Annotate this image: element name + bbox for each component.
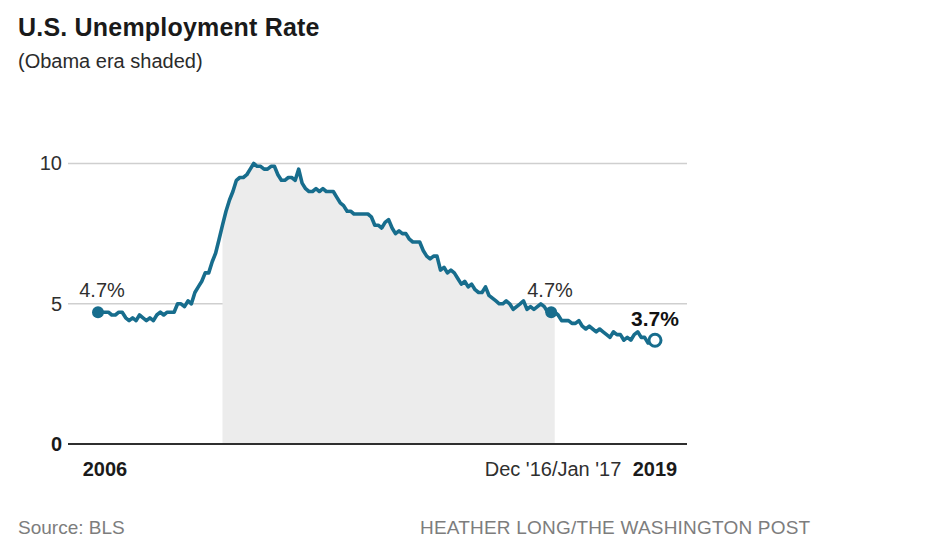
marker-open-2019-06 <box>649 334 661 346</box>
byline-credit: HEATHER LONG/THE WASHINGTON POST <box>420 517 810 539</box>
annotation-latest-value: 3.7% <box>595 308 715 330</box>
x-label-2006: 2006 <box>45 457 165 481</box>
y-tick-label-0: 0 <box>0 433 62 455</box>
x-label-2019: 2019 <box>595 457 715 481</box>
chart-subtitle: (Obama era shaded) <box>18 50 203 73</box>
chart-title: U.S. Unemployment Rate <box>18 13 320 42</box>
y-tick-label-10: 10 <box>0 152 62 174</box>
source-note: Source: BLS <box>18 517 125 539</box>
marker-filled-2016-12 <box>545 306 557 318</box>
marker-filled-2006-01 <box>92 306 104 318</box>
annotation-start-value: 4.7% <box>42 279 162 301</box>
annotation-dec16-value: 4.7% <box>490 279 610 301</box>
